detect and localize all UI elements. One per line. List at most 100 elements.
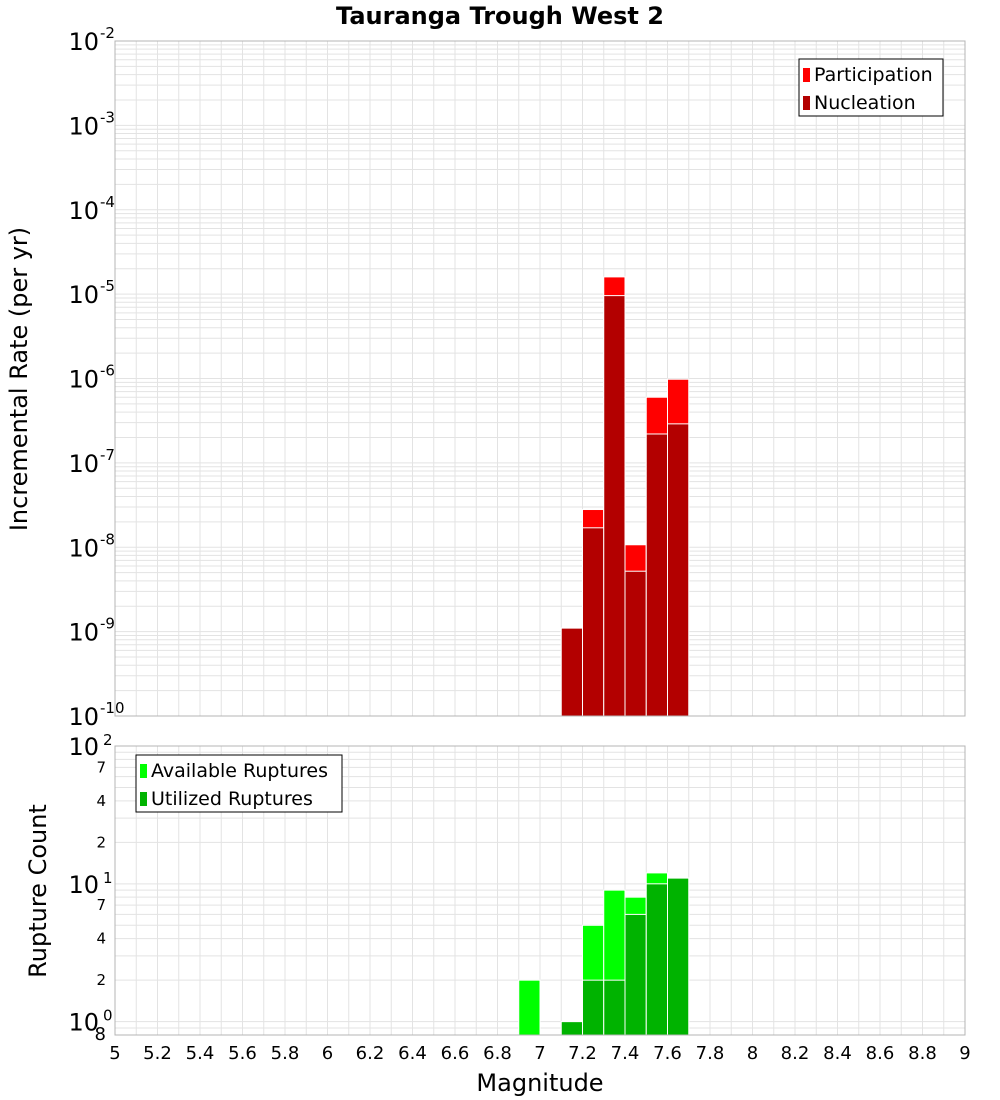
count-y-tick-exponent: 2 [103,731,113,749]
x-tick-label: 6.2 [356,1043,385,1064]
rate-y-tick-base: 10 [68,197,99,225]
rate-plot-frame [114,40,966,717]
rate-y-tick-base: 10 [68,281,99,309]
rate-y-tick-base: 10 [68,703,99,731]
count-y-tick: 10 1 [68,869,112,899]
x-tick-label: 7.8 [696,1043,725,1064]
count-y-tick-exponent: 0 [103,1007,113,1025]
count-legend: Available Ruptures Utilized Ruptures [135,754,343,813]
x-axis-title: Magnitude [476,1069,603,1097]
rate-y-tick-exponent: -6 [100,362,115,380]
rate-y-tick: 10 -2 [68,24,115,56]
rate-y-tick: 10 -5 [68,277,115,309]
rate-y-tick-base: 10 [68,534,99,562]
x-tick-label: 5.6 [228,1043,257,1064]
rate-y-tick: 10 -8 [68,530,115,562]
count-bar-b [667,877,690,1036]
rate-bar-b [560,627,583,717]
count-y-minor-label: 2 [96,833,106,851]
count-bar-a [518,979,541,1036]
rate-y-axis-title: Incremental Rate (per yr) [5,227,33,531]
rate-legend: Participation Nucleation [798,58,944,117]
rate-grid [114,41,966,717]
count-bar-b [624,913,647,1036]
legend-label: Utilized Ruptures [151,788,313,810]
legend-label: Participation [814,64,933,86]
legend-label: Available Ruptures [151,760,328,782]
rate-bars [560,276,690,717]
rate-y-tick-base: 10 [68,366,99,394]
rate-bar-b [667,423,690,717]
rate-y-tick: 10 -6 [68,362,115,394]
legend-box [135,754,343,813]
x-tick-label: 7.4 [611,1043,640,1064]
count-y-minor-label: 7 [96,758,106,776]
legend-swatch [803,68,810,82]
rate-y-tick-base: 10 [68,112,99,140]
count-y-tick-base: 10 [68,733,99,761]
rate-bar-b [582,527,605,717]
x-tick-label: 8.4 [823,1043,852,1064]
x-tick-label: 6.8 [483,1043,512,1064]
count-y-tick: 10 2 [68,731,112,761]
rate-y-tick-base: 10 [68,619,99,647]
count-y-minor-label: 7 [96,896,106,914]
rate-y-tick: 10 -10 [68,699,124,731]
count-y-tick: 10 0 [68,1007,112,1037]
rate-y-tick-exponent: -8 [100,530,115,548]
count-bar-b [582,979,605,1036]
rate-y-tick-exponent: -7 [100,446,115,464]
count-y-tick-base: 10 [68,1009,99,1037]
rate-bar-b [603,295,626,717]
rate-bar-b [645,433,668,717]
x-tick-label: 7.2 [568,1043,597,1064]
count-bar-b [560,1021,583,1036]
x-tick-label: 6 [322,1043,333,1064]
rate-y-tick-base: 10 [68,28,99,56]
rate-y-tick: 10 -4 [68,193,115,225]
legend-swatch [803,96,810,110]
x-tick-label: 5.4 [186,1043,215,1064]
rate-y-tick-exponent: -3 [100,108,115,126]
rate-y-tick: 10 -7 [68,446,115,478]
count-y-tick-exponent: 1 [103,869,113,887]
rate-bar-b [624,570,647,717]
count-bar-b [645,883,668,1036]
legend-label: Nucleation [814,92,916,114]
count-y-tick-base: 10 [68,871,99,899]
x-tick-label: 7 [534,1043,545,1064]
x-tick-label: 5 [109,1043,120,1064]
rate-y-tick-base: 10 [68,450,99,478]
count-bar-b [603,979,626,1036]
x-tick-label: 5.2 [143,1043,172,1064]
x-tick-label: 6.6 [441,1043,470,1064]
count-y-minor-label: 4 [96,792,106,810]
chart-title: Tauranga Trough West 2 [336,2,664,30]
x-tick-label: 9 [959,1043,970,1064]
legend-swatch [140,764,147,778]
count-y-axis-title: Rupture Count [24,804,52,978]
rate-y-tick-exponent: -5 [100,277,115,295]
count-y-minor-label: 4 [96,930,106,948]
x-tick-label: 7.6 [653,1043,682,1064]
count-y-minor-label: 8 [95,1024,106,1045]
x-tick-label: 8 [747,1043,758,1064]
count-y-minor-label: 2 [96,971,106,989]
x-tick-label: 6.4 [398,1043,427,1064]
x-tick-label: 5.8 [271,1043,300,1064]
rate-y-tick-exponent: -2 [100,24,115,42]
rate-y-tick: 10 -3 [68,108,115,140]
x-tick-label: 8.6 [866,1043,895,1064]
rate-y-tick-exponent: -9 [100,615,115,633]
legend-swatch [140,792,147,806]
legend-box [798,58,944,117]
rate-y-tick-exponent: -4 [100,193,115,211]
count-plot-frame [114,745,966,1036]
rate-y-tick-exponent: -10 [100,699,125,717]
x-tick-label: 8.8 [908,1043,937,1064]
